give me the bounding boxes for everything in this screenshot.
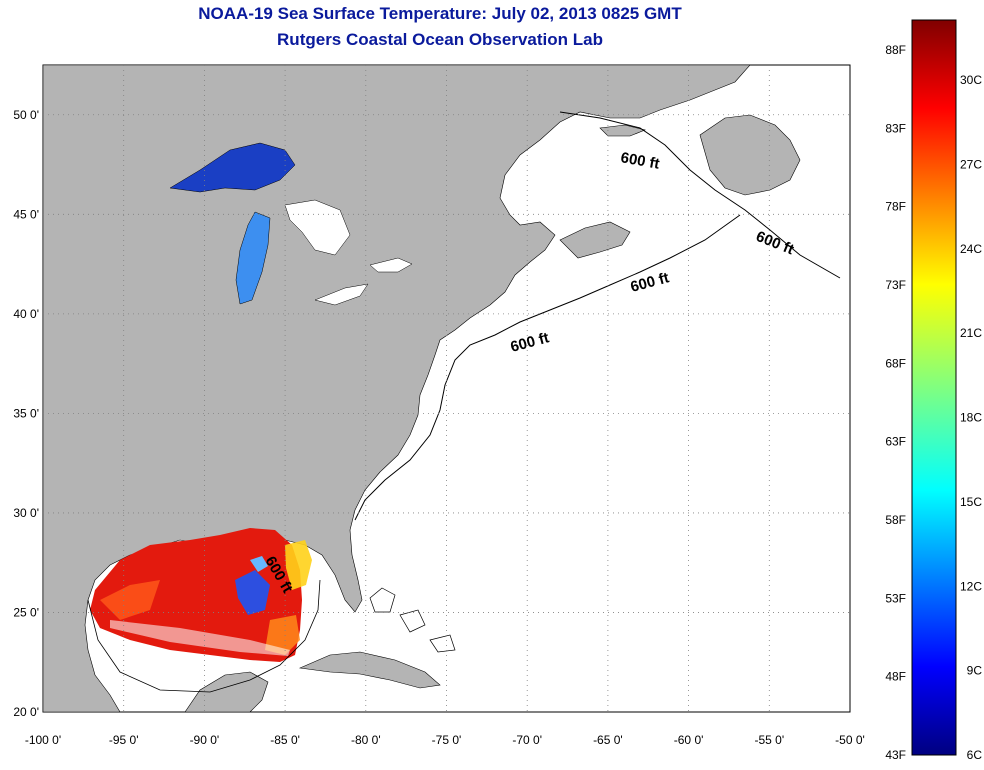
colorbar-celsius-label: 21C [960, 326, 982, 340]
land-cuba [298, 651, 441, 689]
contour-label-1: 600 ft [619, 149, 661, 173]
colorbar-celsius-label: 6C [967, 748, 983, 762]
lake-ontario [369, 257, 413, 273]
colorbar-fahrenheit-label: 73F [885, 278, 906, 292]
land-newfoundland [699, 114, 801, 196]
x-tick-label: -75 0' [432, 733, 462, 747]
x-axis-ticks: -100 0' -95 0' -90 0' -85 0' -80 0' -75 0' -70… [25, 733, 865, 747]
colorbar-celsius-label: 30C [960, 73, 982, 87]
colorbar-fahrenheit-label: 88F [885, 43, 906, 57]
chart-subtitle: Rutgers Coastal Ocean Observation Lab [277, 30, 603, 49]
colorbar-fahrenheit-label: 68F [885, 356, 906, 370]
x-tick-label: -80 0' [351, 733, 381, 747]
colorbar-ticks: 88F 83F 78F 73F 68F 63F 58F 53F 48F 43F 30C 27C 24C 2… [885, 43, 982, 762]
y-tick-label: 25 0' [13, 605, 39, 619]
x-tick-label: -90 0' [190, 733, 220, 747]
y-tick-label: 40 0' [13, 307, 39, 321]
y-tick-label: 35 0' [13, 406, 39, 420]
colorbar-fahrenheit-label: 48F [885, 670, 906, 684]
x-tick-label: -85 0' [270, 733, 300, 747]
y-tick-label: 30 0' [13, 506, 39, 520]
colorbar-fahrenheit-label: 53F [885, 591, 906, 605]
colorbar-celsius-label: 9C [967, 664, 983, 678]
colorbar-fahrenheit-label: 78F [885, 200, 906, 214]
colorbar-fahrenheit-label: 43F [885, 748, 906, 762]
colorbar-fahrenheit-label: 58F [885, 513, 906, 527]
chart-title: NOAA-19 Sea Surface Temperature: July 02… [198, 4, 682, 23]
colorbar-celsius-label: 15C [960, 495, 982, 509]
colorbar-celsius-label: 18C [960, 411, 982, 425]
x-tick-label: -60 0' [674, 733, 704, 747]
isobath-gulf [87, 579, 321, 693]
y-tick-label: 50 0' [13, 108, 39, 122]
colorbar-fahrenheit-label: 63F [885, 435, 906, 449]
x-tick-label: -50 0' [835, 733, 865, 747]
lake-michigan [235, 211, 271, 305]
land-anticosti [599, 124, 646, 137]
x-tick-label: -70 0' [512, 733, 542, 747]
y-tick-label: 45 0' [13, 207, 39, 221]
lake-superior [169, 142, 296, 193]
land-yucatan [184, 671, 269, 712]
bahamas [369, 587, 456, 653]
y-tick-label: 20 0' [13, 705, 39, 719]
x-tick-label: -55 0' [754, 733, 784, 747]
lake-huron [284, 199, 351, 256]
land-nova-scotia [559, 221, 631, 259]
colorbar [911, 19, 957, 756]
colorbar-fahrenheit-label: 83F [885, 121, 906, 135]
x-tick-label: -95 0' [109, 733, 139, 747]
colorbar-celsius-label: 27C [960, 157, 982, 171]
isobath-600ft [354, 111, 841, 521]
x-tick-label: -65 0' [593, 733, 623, 747]
map-content [43, 65, 841, 712]
gulf-sst-patch [90, 528, 312, 662]
x-tick-label: -100 0' [25, 733, 61, 747]
lake-erie [314, 283, 369, 306]
colorbar-celsius-label: 12C [960, 579, 982, 593]
y-axis-ticks: 20 0' 25 0' 30 0' 35 0' 40 0' 45 0' 50 0' [13, 108, 39, 719]
colorbar-celsius-label: 24C [960, 242, 982, 256]
